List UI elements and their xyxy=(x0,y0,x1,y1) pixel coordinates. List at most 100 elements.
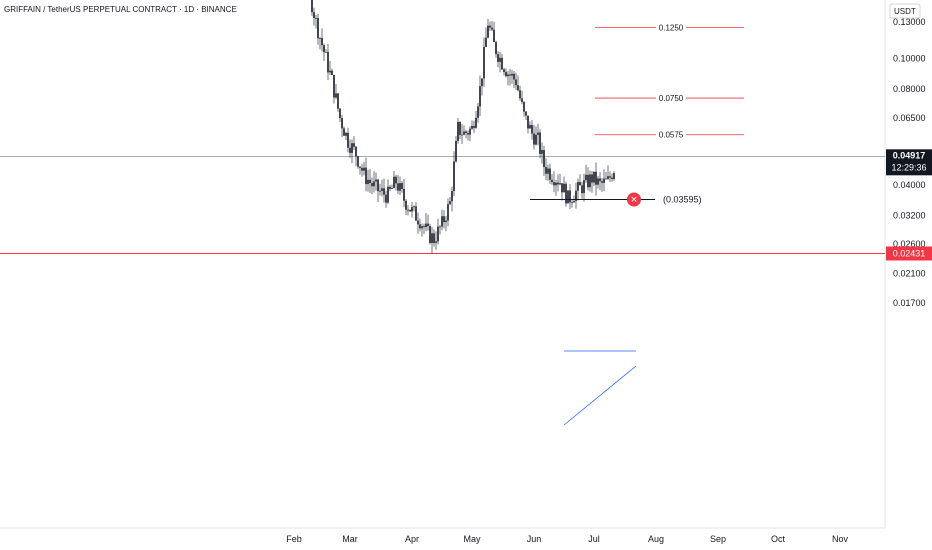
candle-body xyxy=(395,176,397,184)
candle-body xyxy=(525,111,527,116)
candle-body xyxy=(517,85,519,91)
x-tick-label: Aug xyxy=(648,534,664,544)
candle-body xyxy=(343,128,345,136)
candle-body xyxy=(349,147,351,153)
candle-body xyxy=(523,102,525,112)
candle-body xyxy=(611,177,613,180)
candle-body xyxy=(317,17,319,39)
x-tick-label: May xyxy=(463,534,481,544)
candle-body xyxy=(595,171,597,185)
candle-body xyxy=(501,57,503,70)
chart-title: GRIFFAIN / TetherUS PERPETUAL CONTRACT ·… xyxy=(4,5,237,14)
countdown-label: 12:29:36 xyxy=(891,162,926,172)
candle-body xyxy=(547,168,549,174)
candle-body xyxy=(351,143,353,153)
y-tick-label: 0.02100 xyxy=(893,269,926,279)
x-tick-label: Feb xyxy=(286,534,302,544)
candle-body xyxy=(585,174,587,181)
candle-body xyxy=(391,187,393,189)
candle-body xyxy=(409,209,411,212)
candle-body xyxy=(609,176,611,178)
candle-body xyxy=(471,125,473,129)
candle-body xyxy=(599,178,601,182)
candle-body xyxy=(383,188,385,195)
candle-body xyxy=(331,70,333,75)
x-tick-label: Sep xyxy=(710,534,726,544)
candle-body xyxy=(415,206,417,221)
candle-body xyxy=(315,17,317,19)
candle-body xyxy=(381,188,383,191)
candle-body xyxy=(537,132,539,135)
candle-body xyxy=(603,178,605,183)
y-axis-ticks: 0.500000.400000.320000.260000.200000.160… xyxy=(893,17,926,308)
candle-body xyxy=(563,183,565,193)
candle-body xyxy=(411,207,413,212)
candle-body xyxy=(505,72,507,77)
x-tick-label: Apr xyxy=(405,534,419,544)
candle-body xyxy=(429,226,431,244)
candle-body xyxy=(335,93,337,98)
candle-body xyxy=(403,188,405,201)
x-tick-label: Jul xyxy=(588,534,600,544)
candle-body xyxy=(407,209,409,211)
candle-body xyxy=(463,131,465,135)
candle-body xyxy=(389,186,391,189)
y-tick-label: 0.03200 xyxy=(893,211,926,221)
candle-body xyxy=(433,233,435,243)
candle-body xyxy=(437,226,439,242)
plot-area[interactable] xyxy=(0,0,885,528)
svg-text:✕: ✕ xyxy=(630,196,638,206)
candle-body xyxy=(535,134,537,145)
candle-body xyxy=(561,183,563,193)
candle-body xyxy=(457,121,459,141)
candle-body xyxy=(377,179,379,192)
candle-body xyxy=(353,143,355,147)
candle-body xyxy=(361,167,363,171)
drawn-levels: 0.1250 0.0750 0.0575 (0.03595) xyxy=(0,24,885,254)
candle-body xyxy=(427,223,429,227)
candle-body xyxy=(589,174,591,188)
candle-body xyxy=(545,167,547,174)
candle-body xyxy=(373,181,375,187)
candle-body xyxy=(319,37,321,39)
candle-body xyxy=(337,93,339,109)
x-axis-ticks: Feb Mar Apr May Jun Jul Aug Sep Oct Nov xyxy=(286,534,848,544)
triangle-support-line[interactable] xyxy=(563,365,637,426)
candle-body xyxy=(569,190,571,203)
candle-body xyxy=(423,226,425,228)
candle-body xyxy=(539,132,541,154)
candle-body xyxy=(341,118,343,129)
candle-body xyxy=(379,190,381,192)
candle-body xyxy=(511,73,513,76)
candle-body xyxy=(533,133,535,145)
candle-body xyxy=(449,201,451,205)
candles xyxy=(311,0,615,254)
candle-body xyxy=(549,168,551,180)
candle-body xyxy=(579,182,581,186)
candle-body xyxy=(529,125,531,129)
candle-body xyxy=(369,179,371,184)
candle-body xyxy=(607,176,609,179)
candle-body xyxy=(387,186,389,203)
candle-body xyxy=(493,29,495,43)
candle-body xyxy=(499,57,501,62)
candle-body xyxy=(551,179,553,183)
candle-body xyxy=(565,183,567,204)
candle-body xyxy=(473,125,475,128)
candle-body xyxy=(495,42,497,55)
candle-body xyxy=(555,182,557,186)
candle-body xyxy=(367,179,369,185)
candle-body xyxy=(543,150,545,168)
currency-box[interactable] xyxy=(889,3,921,19)
target-label: 0.1250 xyxy=(659,24,684,33)
x-tick-label: Oct xyxy=(771,534,786,544)
candle-body xyxy=(567,190,569,204)
candle-body xyxy=(371,183,373,187)
candle-body xyxy=(441,216,443,227)
stop-loss-icon[interactable]: ✕ xyxy=(627,192,641,207)
candle-body xyxy=(413,206,415,208)
candle-body xyxy=(489,25,491,28)
candle-body xyxy=(439,226,441,228)
target-label: 0.0750 xyxy=(659,94,684,103)
